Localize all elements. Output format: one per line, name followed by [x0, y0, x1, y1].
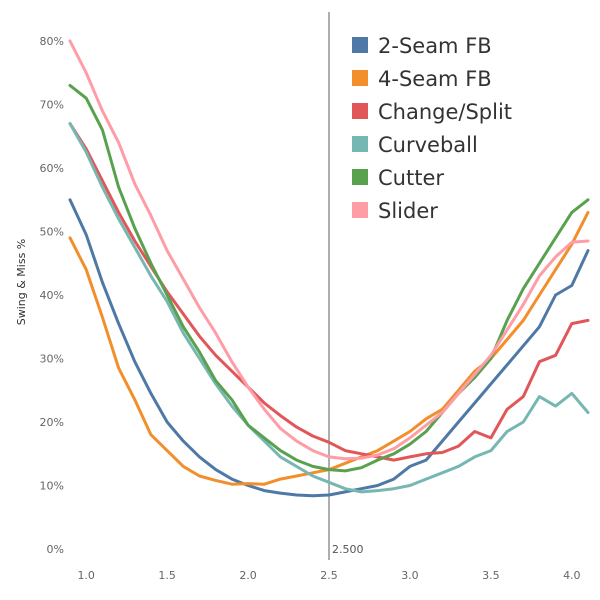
x-tick-labels: 1.0 1.5 2.0 2.5 3.0 3.5 4.0: [77, 569, 580, 582]
y-tick-label: 0%: [47, 543, 64, 556]
x-tick-label: 3.0: [401, 569, 419, 582]
y-tick-label: 80%: [40, 35, 64, 48]
y-tick-label: 50%: [40, 226, 64, 239]
legend-label-2-seam-fb: 2-Seam FB: [378, 34, 492, 58]
series-line-2-seam-fb: [68, 198, 590, 498]
legend-swatch-4-seam-fb: [352, 70, 368, 86]
legend-swatch-change-split: [352, 103, 368, 119]
x-tick-label: 1.0: [77, 569, 95, 582]
axis-labels: Swing & Miss %: [15, 239, 28, 326]
x-tick-label: 3.5: [482, 569, 500, 582]
series-lines: [68, 39, 590, 498]
reference-line-group: 2.500: [328, 12, 364, 560]
legend-swatch-2-seam-fb: [352, 37, 368, 53]
legend-label-4-seam-fb: 4-Seam FB: [378, 67, 492, 91]
series-line-slider: [68, 39, 590, 461]
legend: 2-Seam FB 4-Seam FB Change/Split Curveball C…: [352, 34, 512, 223]
y-tick-labels: 0% 10% 20% 30% 40% 50% 60% 70% 80%: [40, 35, 64, 556]
legend-label-curveball: Curveball: [378, 133, 478, 157]
series-line-cutter: [68, 83, 590, 473]
x-tick-label: 4.0: [563, 569, 581, 582]
y-tick-label: 10%: [40, 480, 64, 493]
legend-swatch-curveball: [352, 136, 368, 152]
y-axis-label: Swing & Miss %: [15, 239, 28, 326]
series-line-curveball: [68, 122, 590, 494]
x-tick-label: 2.5: [320, 569, 338, 582]
legend-label-slider: Slider: [378, 199, 438, 223]
legend-label-cutter: Cutter: [378, 166, 444, 190]
y-tick-label: 70%: [40, 99, 64, 112]
y-tick-label: 30%: [40, 353, 64, 366]
x-tick-label: 1.5: [158, 569, 176, 582]
y-tick-label: 60%: [40, 162, 64, 175]
y-tick-label: 40%: [40, 289, 64, 302]
legend-swatch-cutter: [352, 169, 368, 185]
y-tick-label: 20%: [40, 416, 64, 429]
reference-line-label: 2.500: [332, 543, 364, 556]
legend-swatch-slider: [352, 202, 368, 218]
x-tick-label: 2.0: [239, 569, 257, 582]
legend-label-change-split: Change/Split: [378, 100, 512, 124]
